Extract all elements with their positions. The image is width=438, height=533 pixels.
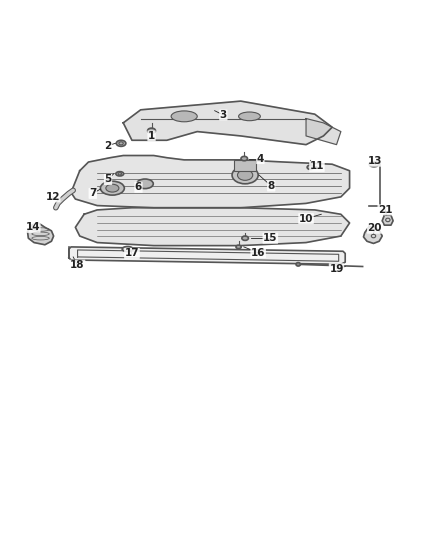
Text: 7: 7 (89, 188, 96, 198)
Polygon shape (69, 247, 345, 264)
Text: 17: 17 (125, 248, 139, 259)
Text: 2: 2 (104, 141, 112, 150)
Ellipse shape (100, 181, 124, 195)
Ellipse shape (239, 112, 260, 120)
Polygon shape (382, 215, 393, 225)
Ellipse shape (148, 128, 155, 133)
Polygon shape (364, 227, 382, 244)
Text: 21: 21 (378, 205, 392, 215)
Text: 15: 15 (263, 233, 278, 243)
Ellipse shape (122, 246, 133, 252)
Text: 10: 10 (299, 214, 313, 224)
Text: 4: 4 (257, 154, 264, 164)
Ellipse shape (241, 156, 247, 161)
Polygon shape (28, 223, 53, 245)
Text: 13: 13 (367, 156, 382, 166)
Polygon shape (123, 101, 332, 144)
Ellipse shape (242, 236, 248, 240)
Ellipse shape (307, 165, 314, 169)
Text: 8: 8 (268, 181, 275, 191)
Ellipse shape (116, 172, 124, 176)
Text: 20: 20 (367, 223, 382, 233)
Ellipse shape (296, 263, 300, 266)
Polygon shape (75, 208, 350, 246)
Ellipse shape (171, 111, 197, 122)
Ellipse shape (237, 170, 253, 180)
Text: 5: 5 (104, 174, 112, 184)
Text: 6: 6 (135, 182, 142, 192)
Text: 12: 12 (46, 192, 60, 202)
Text: 18: 18 (71, 260, 85, 270)
Polygon shape (71, 156, 350, 208)
Text: 11: 11 (310, 161, 324, 172)
Text: 16: 16 (251, 247, 265, 257)
Bar (234, 160, 256, 171)
Ellipse shape (137, 179, 153, 189)
Ellipse shape (106, 184, 119, 192)
Text: 3: 3 (220, 110, 227, 120)
Ellipse shape (236, 245, 241, 249)
Ellipse shape (369, 161, 379, 167)
Text: 14: 14 (25, 222, 40, 232)
Ellipse shape (232, 166, 258, 184)
Text: 19: 19 (329, 264, 344, 273)
Polygon shape (306, 118, 341, 144)
Text: 1: 1 (148, 131, 155, 141)
Ellipse shape (116, 140, 126, 147)
